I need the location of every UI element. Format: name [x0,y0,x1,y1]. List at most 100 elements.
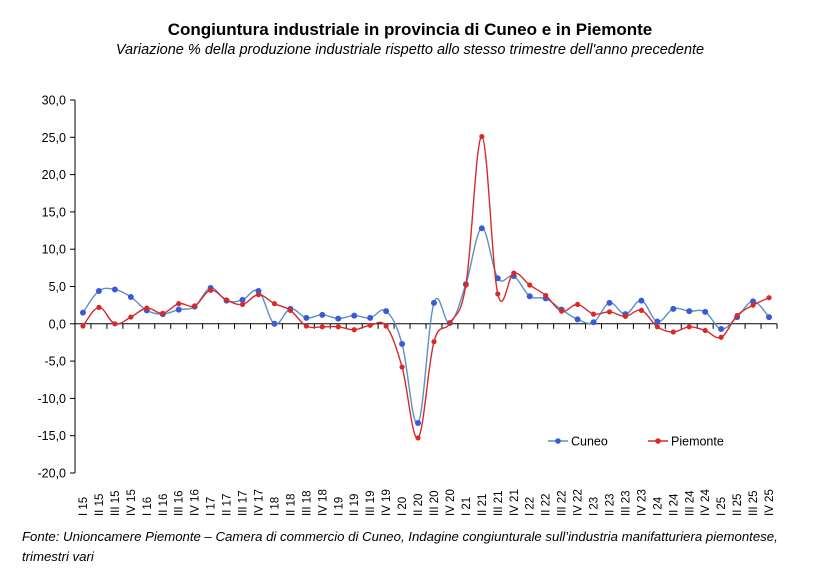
x-tick-label: I 25 [716,497,728,516]
chart-subtitle: Variazione % della produzione industrial… [115,42,705,58]
data-point-piemonte [543,292,549,299]
source-note: Fonte: Unioncamere Piemonte – Camera di … [22,529,778,564]
data-point-piemonte [399,364,405,370]
data-point-piemonte [447,320,453,326]
data-point-cuneo [303,314,310,321]
line-chart: 30,0 25,0 20,0 15,0 10,0 5,0 0,0 -5,0 -10,0 -15,0… [38,94,778,516]
y-tick-label: -15,0 [38,429,67,443]
y-tick-label: 20,0 [42,168,66,182]
data-point-cuneo [239,296,246,303]
data-point-piemonte [192,303,198,309]
data-point-cuneo [718,326,725,333]
x-tick-label: II 17 [222,494,234,516]
x-tick-label: IV 24 [700,489,712,516]
data-point-piemonte [351,327,357,333]
data-point-piemonte [527,282,533,288]
data-point-piemonte [654,324,660,330]
x-tick-label: II 16 [158,494,170,516]
x-tick-label: IV 23 [636,489,648,516]
data-point-piemonte [606,309,613,315]
x-tick-label: II 18 [285,494,297,516]
data-point-piemonte [208,287,214,293]
y-tick-label: -10,0 [38,392,67,406]
data-point-cuneo [766,314,773,321]
x-tick-label: III 25 [748,490,760,516]
x-tick-label: IV 16 [190,489,202,516]
legend-marker-cuneo [555,438,561,444]
data-point-piemonte [255,292,262,298]
x-tick-label: II 22 [541,494,553,516]
data-point-piemonte [495,291,501,297]
data-point-cuneo [478,225,485,232]
data-point-piemonte [574,301,581,308]
data-point-cuneo [590,319,597,326]
x-tick-label: IV 18 [317,489,329,516]
y-tick-label: 5,0 [49,280,66,294]
data-point-cuneo [415,420,422,427]
data-point-cuneo [111,286,118,293]
x-tick-label: II 20 [413,494,425,516]
data-point-cuneo [702,308,709,315]
data-point-piemonte [750,302,756,308]
x-tick-label: I 15 [78,497,90,516]
legend-label-cuneo: Cuneo [571,435,608,449]
data-point-cuneo [670,305,677,312]
data-point-piemonte [367,322,373,328]
x-tick-label: IV 17 [253,489,265,516]
x-tick-label: III 21 [493,490,505,516]
data-point-piemonte [128,314,134,320]
data-point-piemonte [431,339,437,345]
data-point-cuneo [127,293,134,300]
data-point-piemonte [319,324,325,330]
x-tick-label: IV 15 [126,489,138,516]
x-tick-label: I 23 [589,497,601,516]
data-point-cuneo [271,320,278,327]
data-point-cuneo [430,299,437,306]
data-point-piemonte [670,329,676,335]
data-point-cuneo [574,316,581,323]
x-tick-label: II 19 [349,494,361,516]
legend: Cuneo Piemonte [548,435,724,449]
series-layer [79,133,773,441]
x-tick-label: II 25 [732,494,744,516]
x-tick-label: II 15 [94,494,106,516]
x-tick-label: I 20 [397,497,409,516]
data-point-piemonte [590,311,597,317]
data-point-piemonte [702,327,708,334]
data-point-cuneo [654,318,661,325]
x-tick-label: I 21 [461,497,473,516]
y-tick-label: 10,0 [42,243,66,257]
data-point-cuneo [95,287,102,294]
data-point-cuneo [526,293,533,300]
x-tick-label: III 17 [238,490,250,516]
data-point-piemonte [415,435,421,441]
x-tick-label: I 24 [652,496,664,516]
y-tick-label: 25,0 [42,131,66,145]
x-tick-label: I 18 [269,497,281,516]
x-axis: I 15 II 15 III 15 IV 15 I 16 II 16 III 16 IV 16… [74,323,778,516]
x-tick-label: IV 20 [445,489,457,516]
y-tick-label: 0,0 [49,317,66,331]
x-tick-label: II 24 [668,493,680,516]
y-tick-label: 30,0 [42,94,66,108]
data-point-cuneo [383,308,390,315]
data-point-piemonte [766,295,772,301]
data-point-piemonte [559,308,565,314]
data-point-piemonte [96,304,102,310]
data-point-cuneo [606,299,613,306]
data-point-piemonte [144,305,150,311]
data-point-piemonte [112,321,118,327]
legend-label-piemonte: Piemonte [671,435,724,449]
data-point-piemonte [176,301,182,307]
y-axis: 30,0 25,0 20,0 15,0 10,0 5,0 0,0 -5,0 -10,0 -15,0… [38,94,76,481]
series-line-piemonte [82,135,770,439]
data-point-piemonte [511,270,517,276]
data-point-piemonte [287,307,293,313]
data-point-cuneo [319,311,326,318]
x-tick-label: I 16 [142,497,154,516]
data-point-piemonte [239,301,246,308]
x-tick-label: III 16 [174,490,186,516]
data-point-cuneo [335,315,342,322]
data-point-piemonte [271,301,278,307]
x-tick-label: I 17 [206,497,218,516]
